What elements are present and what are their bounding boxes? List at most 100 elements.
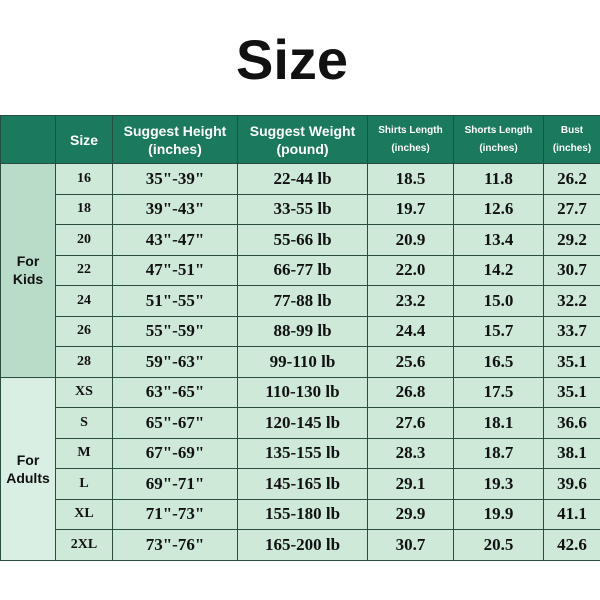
group-label: Kids [12, 271, 44, 288]
table-row: 20 43"-47" 55-66 lb 20.9 13.4 29.2 [1, 224, 600, 256]
table-cell: 30.7 [367, 529, 454, 561]
table-cell: 24.4 [367, 315, 454, 347]
table-cell: 71"-73" [112, 498, 238, 530]
table-cell: 14.2 [453, 254, 544, 286]
header-text: (inches) [391, 142, 430, 154]
group-cell: For Adults [0, 376, 56, 561]
table-cell: 38.1 [543, 437, 600, 469]
table-cell: 19.7 [367, 193, 454, 225]
table-cell: 36.6 [543, 407, 600, 439]
table-cell: XS [55, 376, 113, 408]
table-cell: 22.0 [367, 254, 454, 286]
header-cell [0, 115, 56, 164]
table-cell: 110-130 lb [237, 376, 368, 408]
group-cell: For Kids [0, 163, 56, 378]
table-cell: 51"-55" [112, 285, 238, 317]
table-cell: 55-66 lb [237, 224, 368, 256]
table-cell: 43"-47" [112, 224, 238, 256]
table-cell: 17.5 [453, 376, 544, 408]
table-cell: 25.6 [367, 346, 454, 378]
table-cell: 26.8 [367, 376, 454, 408]
table-row: 28 59"-63" 99-110 lb 25.6 16.5 35.1 [1, 346, 600, 378]
table-cell: 16.5 [453, 346, 544, 378]
table-row: 24 51"-55" 77-88 lb 23.2 15.0 32.2 [1, 285, 600, 317]
table-row: XL 71"-73" 155-180 lb 29.9 19.9 41.1 [1, 498, 600, 530]
header-text: Size [69, 131, 98, 148]
table-cell: 39.6 [543, 468, 600, 500]
table-cell: 65"-67" [112, 407, 238, 439]
table-cell: 32.2 [543, 285, 600, 317]
table-cell: 73"-76" [112, 529, 238, 561]
table-cell: 66-77 lb [237, 254, 368, 286]
table-cell: 135-155 lb [237, 437, 368, 469]
table-cell: 22-44 lb [237, 163, 368, 195]
header-cell: Shirts Length (inches) [367, 115, 454, 164]
header-cell: Shorts Length (inches) [453, 115, 544, 164]
group-label: Adults [6, 469, 50, 486]
table-cell: 165-200 lb [237, 529, 368, 561]
table-cell: M [55, 437, 113, 469]
table-row: M 67"-69" 135-155 lb 28.3 18.7 38.1 [1, 437, 600, 469]
table-row: For Adults XS 63"-65" 110-130 lb 26.8 17.5 35.1 [0, 376, 600, 561]
table-cell: S [55, 407, 113, 439]
group-label: For [16, 253, 40, 270]
table-cell: 35.1 [543, 346, 600, 378]
table-cell: 26 [55, 315, 113, 347]
table-cell: 15.7 [453, 315, 544, 347]
header-text: Bust [560, 124, 584, 136]
table-row: 26 55"-59" 88-99 lb 24.4 15.7 33.7 [1, 315, 600, 347]
table-cell: 19.3 [453, 468, 544, 500]
header-text: Suggest Height [123, 122, 227, 139]
table-cell: 19.9 [453, 498, 544, 530]
header-text: (inches) [552, 142, 592, 154]
table-cell: 18.5 [367, 163, 454, 195]
table-cell: 20.5 [453, 529, 544, 561]
table-body: For Kids 16 35"-39" 22-44 lb 18.5 11.8 26.2 18 39… [0, 163, 600, 561]
size-table: Size Suggest Height (inches) Suggest Weight… [0, 115, 600, 561]
table-cell: 20.9 [367, 224, 454, 256]
table-cell: 63"-65" [112, 376, 238, 408]
header-text: (inches) [148, 140, 202, 157]
header-text: Shirts Length [378, 124, 443, 136]
table-cell: 120-145 lb [237, 407, 368, 439]
table-cell: 145-165 lb [237, 468, 368, 500]
table-cell: 16 [55, 163, 113, 195]
table-cell: 13.4 [453, 224, 544, 256]
table-cell: 67"-69" [112, 437, 238, 469]
header-cell: Bust (inches) [543, 115, 600, 164]
header-text: (pound) [276, 140, 329, 157]
header-text: (inches) [479, 142, 518, 154]
table-cell: XL [55, 498, 113, 530]
table-cell: 2XL [55, 529, 113, 561]
table-row: L 69"-71" 145-165 lb 29.1 19.3 39.6 [1, 468, 600, 500]
table-cell: 28.3 [367, 437, 454, 469]
table-cell: 55"-59" [112, 315, 238, 347]
table-cell: 35"-39" [112, 163, 238, 195]
table-cell: L [55, 468, 113, 500]
table-row: For Kids 16 35"-39" 22-44 lb 18.5 11.8 26.2 [0, 163, 600, 378]
table-cell: 18.1 [453, 407, 544, 439]
table-cell: 29.9 [367, 498, 454, 530]
header-cell: Suggest Height (inches) [112, 115, 238, 164]
table-cell: 88-99 lb [237, 315, 368, 347]
table-cell: 39"-43" [112, 193, 238, 225]
header-cell: Size [55, 115, 113, 164]
table-row: S 65"-67" 120-145 lb 27.6 18.1 36.6 [1, 407, 600, 439]
table-cell: 29.1 [367, 468, 454, 500]
table-cell: 33.7 [543, 315, 600, 347]
table-cell: 18.7 [453, 437, 544, 469]
table-cell: 99-110 lb [237, 346, 368, 378]
header-cell: Suggest Weight (pound) [237, 115, 368, 164]
table-cell: 15.0 [453, 285, 544, 317]
table-row: 22 47"-51" 66-77 lb 22.0 14.2 30.7 [1, 254, 600, 286]
table-cell: 69"-71" [112, 468, 238, 500]
table-cell: 26.2 [543, 163, 600, 195]
header-row: Size Suggest Height (inches) Suggest Weight… [0, 115, 600, 164]
table-cell: 41.1 [543, 498, 600, 530]
table-cell: 47"-51" [112, 254, 238, 286]
table-cell: 59"-63" [112, 346, 238, 378]
table-cell: 35.1 [543, 376, 600, 408]
title: Size [235, 28, 349, 91]
table-cell: 155-180 lb [237, 498, 368, 530]
